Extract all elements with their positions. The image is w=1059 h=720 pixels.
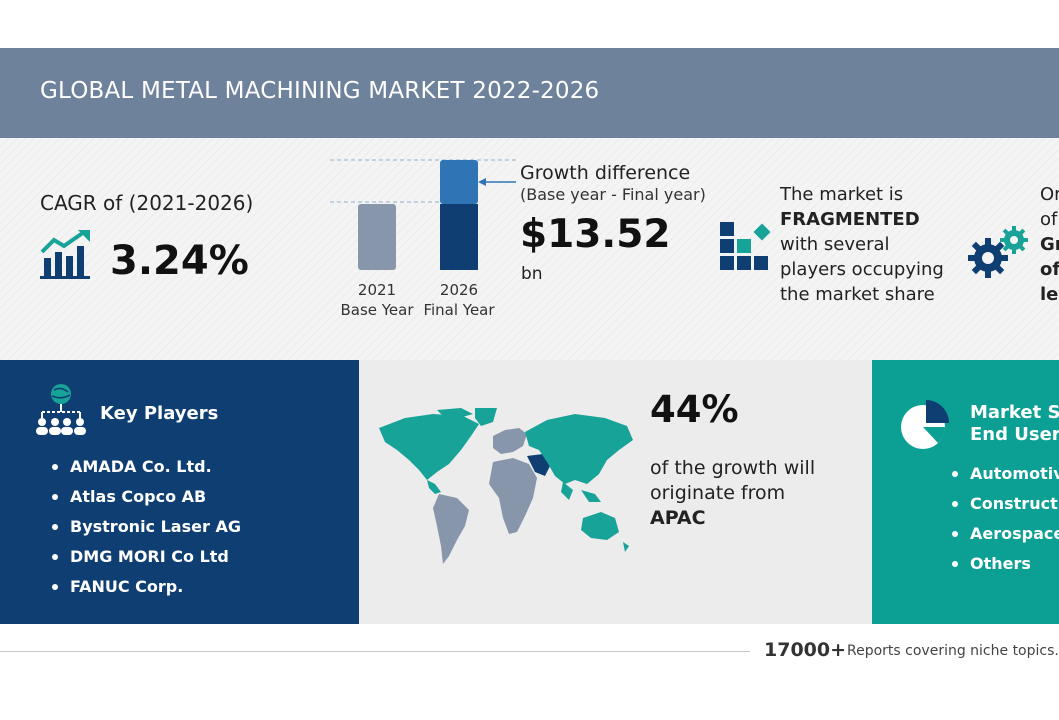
key-players-title: Key Players [100,403,219,424]
growth-unit: bn [521,264,543,284]
final-year-bar-top [440,160,478,204]
growth-label: Growth difference [520,162,691,184]
list-item: Aerospace [950,519,1059,549]
list-item: Bystronic Laser AG [50,512,241,542]
list-item: Others [950,549,1059,579]
list-item: Automotive [950,459,1059,489]
cagr-value: 3.24% [110,238,249,284]
list-item: AMADA Co. Ltd. [50,452,241,482]
page-title: GLOBAL METAL MACHINING MARKET 2022-2026 [40,78,600,104]
report-count-text: Reports covering niche topics. Re [847,643,1059,659]
opportunity-text: Or of Gr of lev [1040,184,1059,305]
list-item: DMG MORI Co Ltd [50,542,241,572]
market-segment-panel: Market Se End User Automotive Constructi… [872,360,1059,624]
key-players-list: AMADA Co. Ltd. Atlas Copco AB Bystronic … [50,452,241,602]
blocks-icon [720,222,771,270]
base-year-bar [358,204,396,270]
gears-icon [968,226,1028,278]
region-description: of the growth will originate from APAC [650,457,816,529]
final-year-bar-bottom [440,204,478,270]
world-map-icon [379,408,633,564]
segment-title: Market Se End User [970,402,1059,445]
base-year: 2021 [357,281,397,299]
stats-strip: CAGR of (2021-2026) 3.24% 2021 Base Year… [0,138,1059,360]
growth-sublabel: (Base year - Final year) [520,185,706,204]
base-year-label: Base Year [340,301,414,319]
fragmentation-text: The market is FRAGMENTED with several pl… [780,184,944,305]
final-year: 2026 [439,281,479,299]
list-item: Constructio [950,489,1059,519]
report-count: 17000+ [764,639,847,661]
key-players-panel: Key Players AMADA Co. Ltd. Atlas Copco A… [0,360,359,624]
growth-bars: 2021 Base Year 2026 Final Year [330,158,520,328]
network-people-icon [36,384,86,435]
list-item: Atlas Copco AB [50,482,241,512]
growth-value: $13.52 [520,212,671,257]
regional-panel: 44% of the growth will originate from AP… [359,360,872,624]
header-banner: GLOBAL METAL MACHINING MARKET 2022-2026 [0,48,1059,138]
pie-chart-icon [901,400,949,449]
growth-bar-chart-icon [40,230,90,279]
list-item: FANUC Corp. [50,572,241,602]
segment-list: Automotive Constructio Aerospace Others [950,459,1059,579]
final-year-label: Final Year [423,301,495,319]
region-percent: 44% [650,388,739,431]
footer-divider [0,651,750,652]
cagr-label: CAGR of (2021-2026) [40,191,254,215]
